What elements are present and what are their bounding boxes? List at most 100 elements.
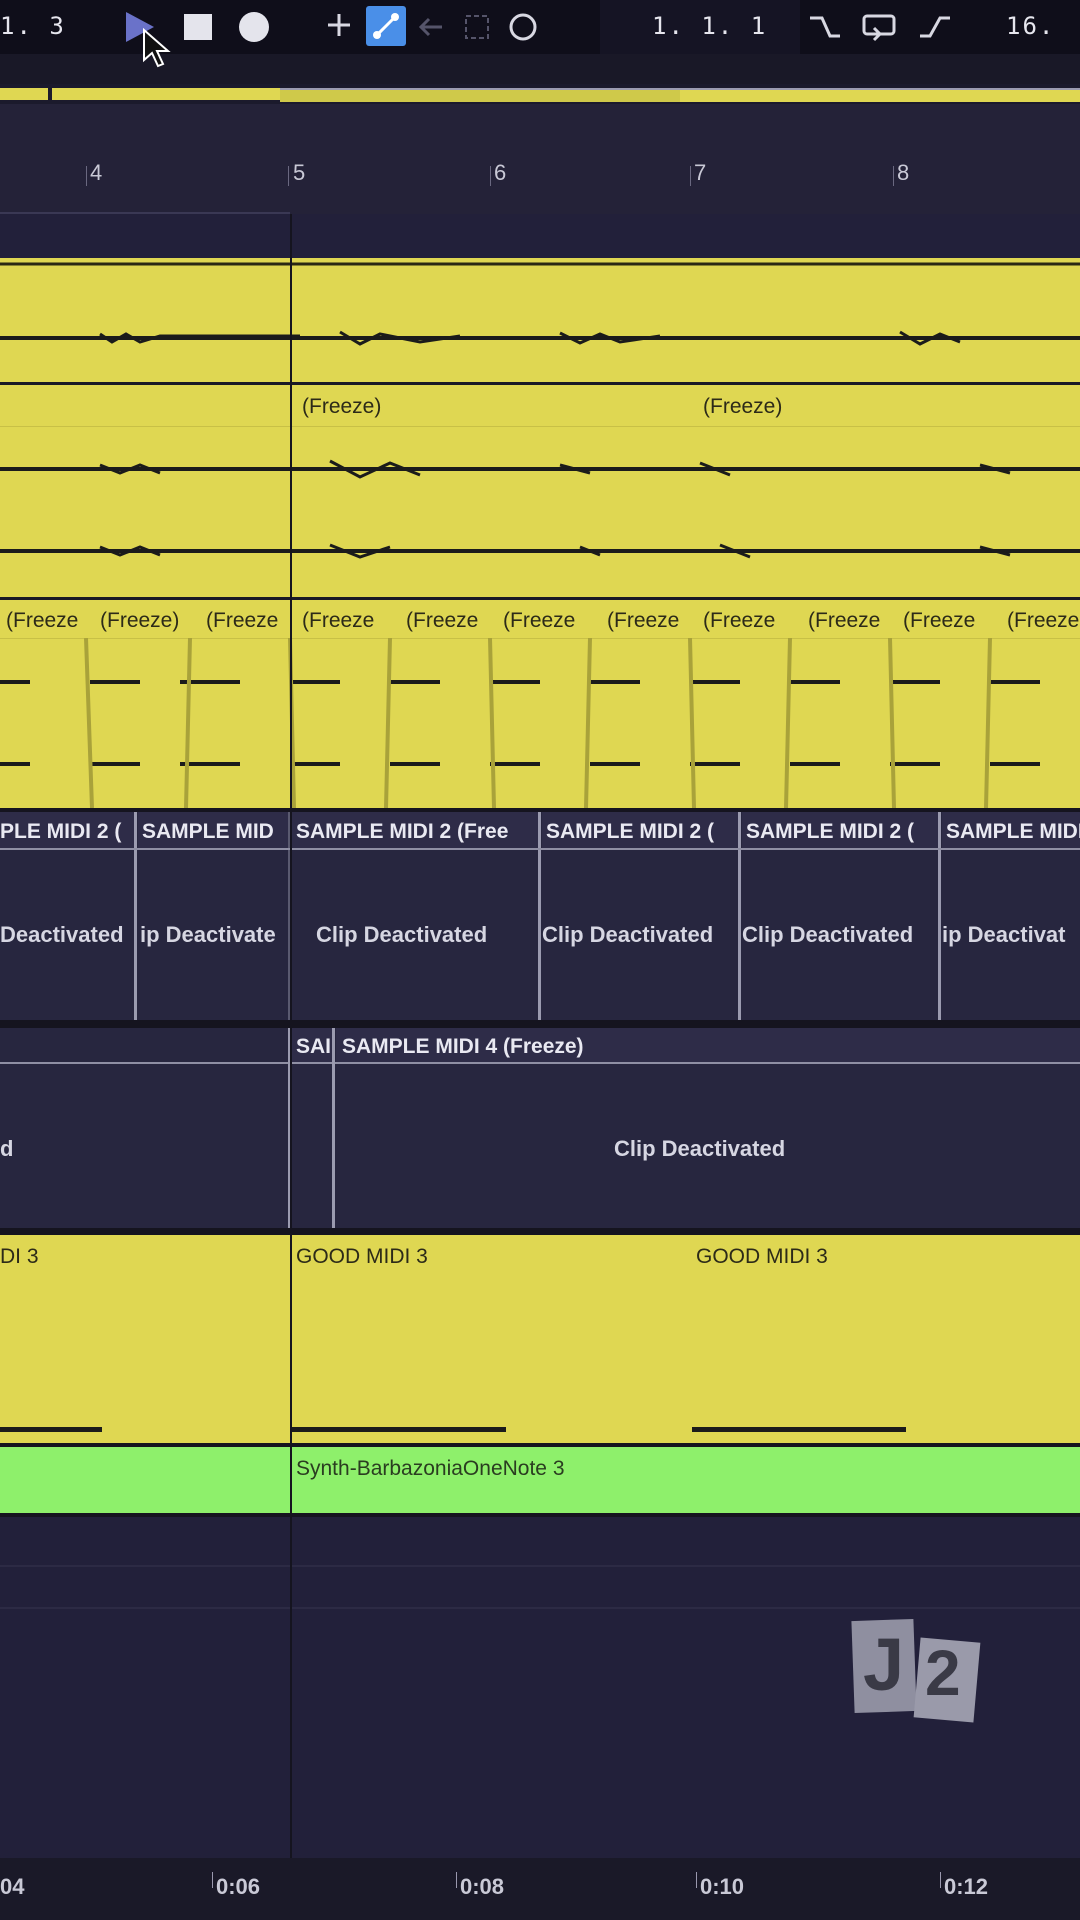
midi-track-synth[interactable]: Synth-BarbazoniaOneNote 3 (0, 1447, 1080, 1513)
clip-name: (Freeze) (302, 395, 382, 418)
clip-name: GOOD MIDI 3 (696, 1245, 828, 1268)
loop-switch-icon[interactable] (860, 10, 900, 49)
clip-boundary (288, 1028, 291, 1228)
add-icon[interactable] (324, 10, 354, 46)
clip-name: SAMPLE MID (142, 820, 274, 843)
clip-name: SAMPLE MIDI 4 (Freeze) (342, 1035, 584, 1058)
clip-name: Synth-BarbazoniaOneNote 3 (296, 1457, 565, 1480)
automation-arm-icon[interactable] (366, 6, 406, 46)
loop-length-display[interactable]: 16. (1006, 12, 1056, 40)
track-separator (0, 1443, 1080, 1447)
waveform (0, 638, 1040, 808)
clip-header[interactable]: SAMPLE MIDI 4 (Freeze) (336, 1028, 1080, 1062)
bar-number-5: 5 (293, 160, 306, 185)
clip-name: (Freeze (1007, 609, 1080, 632)
midi-track-good-midi-3[interactable]: DI 3 GOOD MIDI 3 GOOD MIDI 3 (0, 1235, 1080, 1443)
audio-clip-track-1[interactable] (0, 258, 1080, 382)
clip-name: PLE MIDI 2 ( (0, 820, 122, 843)
bar-number-8: 8 (897, 160, 910, 185)
clip-title-bar (0, 426, 1080, 427)
back-icon[interactable] (416, 12, 446, 47)
midi-note (0, 1427, 102, 1432)
clip-name: SAMPLE MIDI 2 ( (546, 820, 715, 843)
clip-deactivated-label: Deactivated (0, 922, 124, 947)
clip-header[interactable]: SAMPLE MIDI (942, 812, 1080, 848)
clip-deactivated-label: ip Deactivate (140, 922, 276, 947)
clip-header[interactable]: SAMPLE MID (138, 812, 288, 848)
clip-name: (Freeze) (100, 609, 180, 632)
ruler-tick (690, 166, 691, 186)
track-separator (0, 382, 1080, 385)
clip-deactivated-label: d (0, 1136, 14, 1161)
bar-number-6: 6 (494, 160, 507, 185)
ruler-tick (940, 1872, 941, 1888)
clip-name: (Freeze (607, 609, 680, 632)
clip-deactivated-label: Clip Deactivated (742, 922, 914, 947)
ruler-tick (456, 1872, 457, 1888)
ruler-tick (696, 1872, 697, 1888)
transport-bar: 1. 3 1. 1. 1 16. (0, 0, 1080, 54)
clip-header[interactable] (0, 1028, 290, 1062)
toolbar-gap (0, 54, 1080, 84)
time-label: 0:10 (700, 1874, 745, 1899)
audio-clip-track-2[interactable]: (Freeze) (Freeze) (0, 385, 1080, 597)
clip-header[interactable]: SAMPLE MIDI 2 (Free (292, 812, 538, 848)
clip-header[interactable]: SAI (292, 1028, 332, 1062)
ruler-tick (86, 166, 87, 186)
clip-name: (Freeze (206, 609, 279, 632)
clip-name: SAI (296, 1035, 332, 1058)
clip-deactivated-label: ip Deactivat (942, 922, 1066, 947)
punch-in-icon[interactable] (808, 12, 842, 47)
clip-name: (Freeze (808, 609, 881, 632)
arrangement-position-field[interactable]: 1. 1. 1 (600, 0, 800, 54)
clip-boundary (538, 812, 541, 1020)
lane-divider (0, 1565, 1080, 1567)
arrangement-overview[interactable] (0, 84, 1080, 104)
overview-clip (680, 88, 1080, 102)
clip-boundary (134, 812, 137, 1020)
bar-number-7: 7 (694, 160, 707, 185)
loop-icon[interactable] (507, 11, 539, 48)
midi-note (292, 1427, 506, 1432)
midi-track-sample-midi-4[interactable]: SAI SAMPLE MIDI 4 (Freeze) d Clip Deacti… (0, 1028, 1080, 1228)
ruler-tick (490, 166, 491, 186)
watermark-logo: J 2 (851, 1618, 989, 1723)
clip-name: (Freeze (302, 609, 375, 632)
clip-header[interactable]: PLE MIDI 2 ( (0, 812, 134, 848)
track-separator (0, 808, 1080, 812)
midi-note (692, 1427, 906, 1432)
clip-name: (Freeze (503, 609, 576, 632)
ruler-divider (0, 212, 290, 214)
clip-deactivated-label: Clip Deactivated (542, 922, 714, 947)
record-icon[interactable] (237, 11, 271, 48)
track-separator (0, 1228, 1080, 1235)
time-ruler[interactable]: 04 0:06 0:08 0:10 0:12 (0, 1858, 1080, 1920)
clip-deactivated-label: Clip Deactivated (614, 1136, 786, 1161)
ruler-tick (893, 166, 894, 186)
waveform (0, 459, 1080, 559)
clip-name: (Freeze) (703, 395, 783, 418)
audio-clip-track-3[interactable]: (Freeze (Freeze) (Freeze (Freeze (Freeze… (0, 600, 1080, 808)
punch-out-icon[interactable] (918, 12, 952, 47)
clip-header[interactable]: SAMPLE MIDI 2 ( (742, 812, 938, 848)
track-separator (0, 597, 1080, 600)
overview-clip (52, 88, 280, 100)
clip-header[interactable]: SAMPLE MIDI 2 ( (542, 812, 738, 848)
capture-icon[interactable] (462, 12, 492, 47)
beat-time-ruler[interactable]: 4 5 6 7 8 (0, 104, 1080, 214)
clip-name: (Freeze (406, 609, 479, 632)
clip-title-bar (0, 638, 1080, 639)
lane-divider (0, 1607, 1080, 1609)
ruler-tick (212, 1872, 213, 1888)
ruler-tick (288, 166, 289, 186)
overview-clip (280, 88, 680, 102)
clip-boundary (332, 1028, 335, 1228)
song-position-display[interactable]: 1. 3 (0, 12, 66, 40)
time-label: 0:06 (216, 1874, 261, 1899)
stop-icon[interactable] (182, 12, 214, 47)
clip-title-bar (0, 1062, 1080, 1064)
midi-track-sample-midi-2[interactable]: PLE MIDI 2 ( SAMPLE MID SAMPLE MIDI 2 (F… (0, 812, 1080, 1020)
play-icon[interactable] (122, 10, 158, 49)
clip-name: (Freeze (703, 609, 776, 632)
time-label: 0:08 (460, 1874, 505, 1899)
